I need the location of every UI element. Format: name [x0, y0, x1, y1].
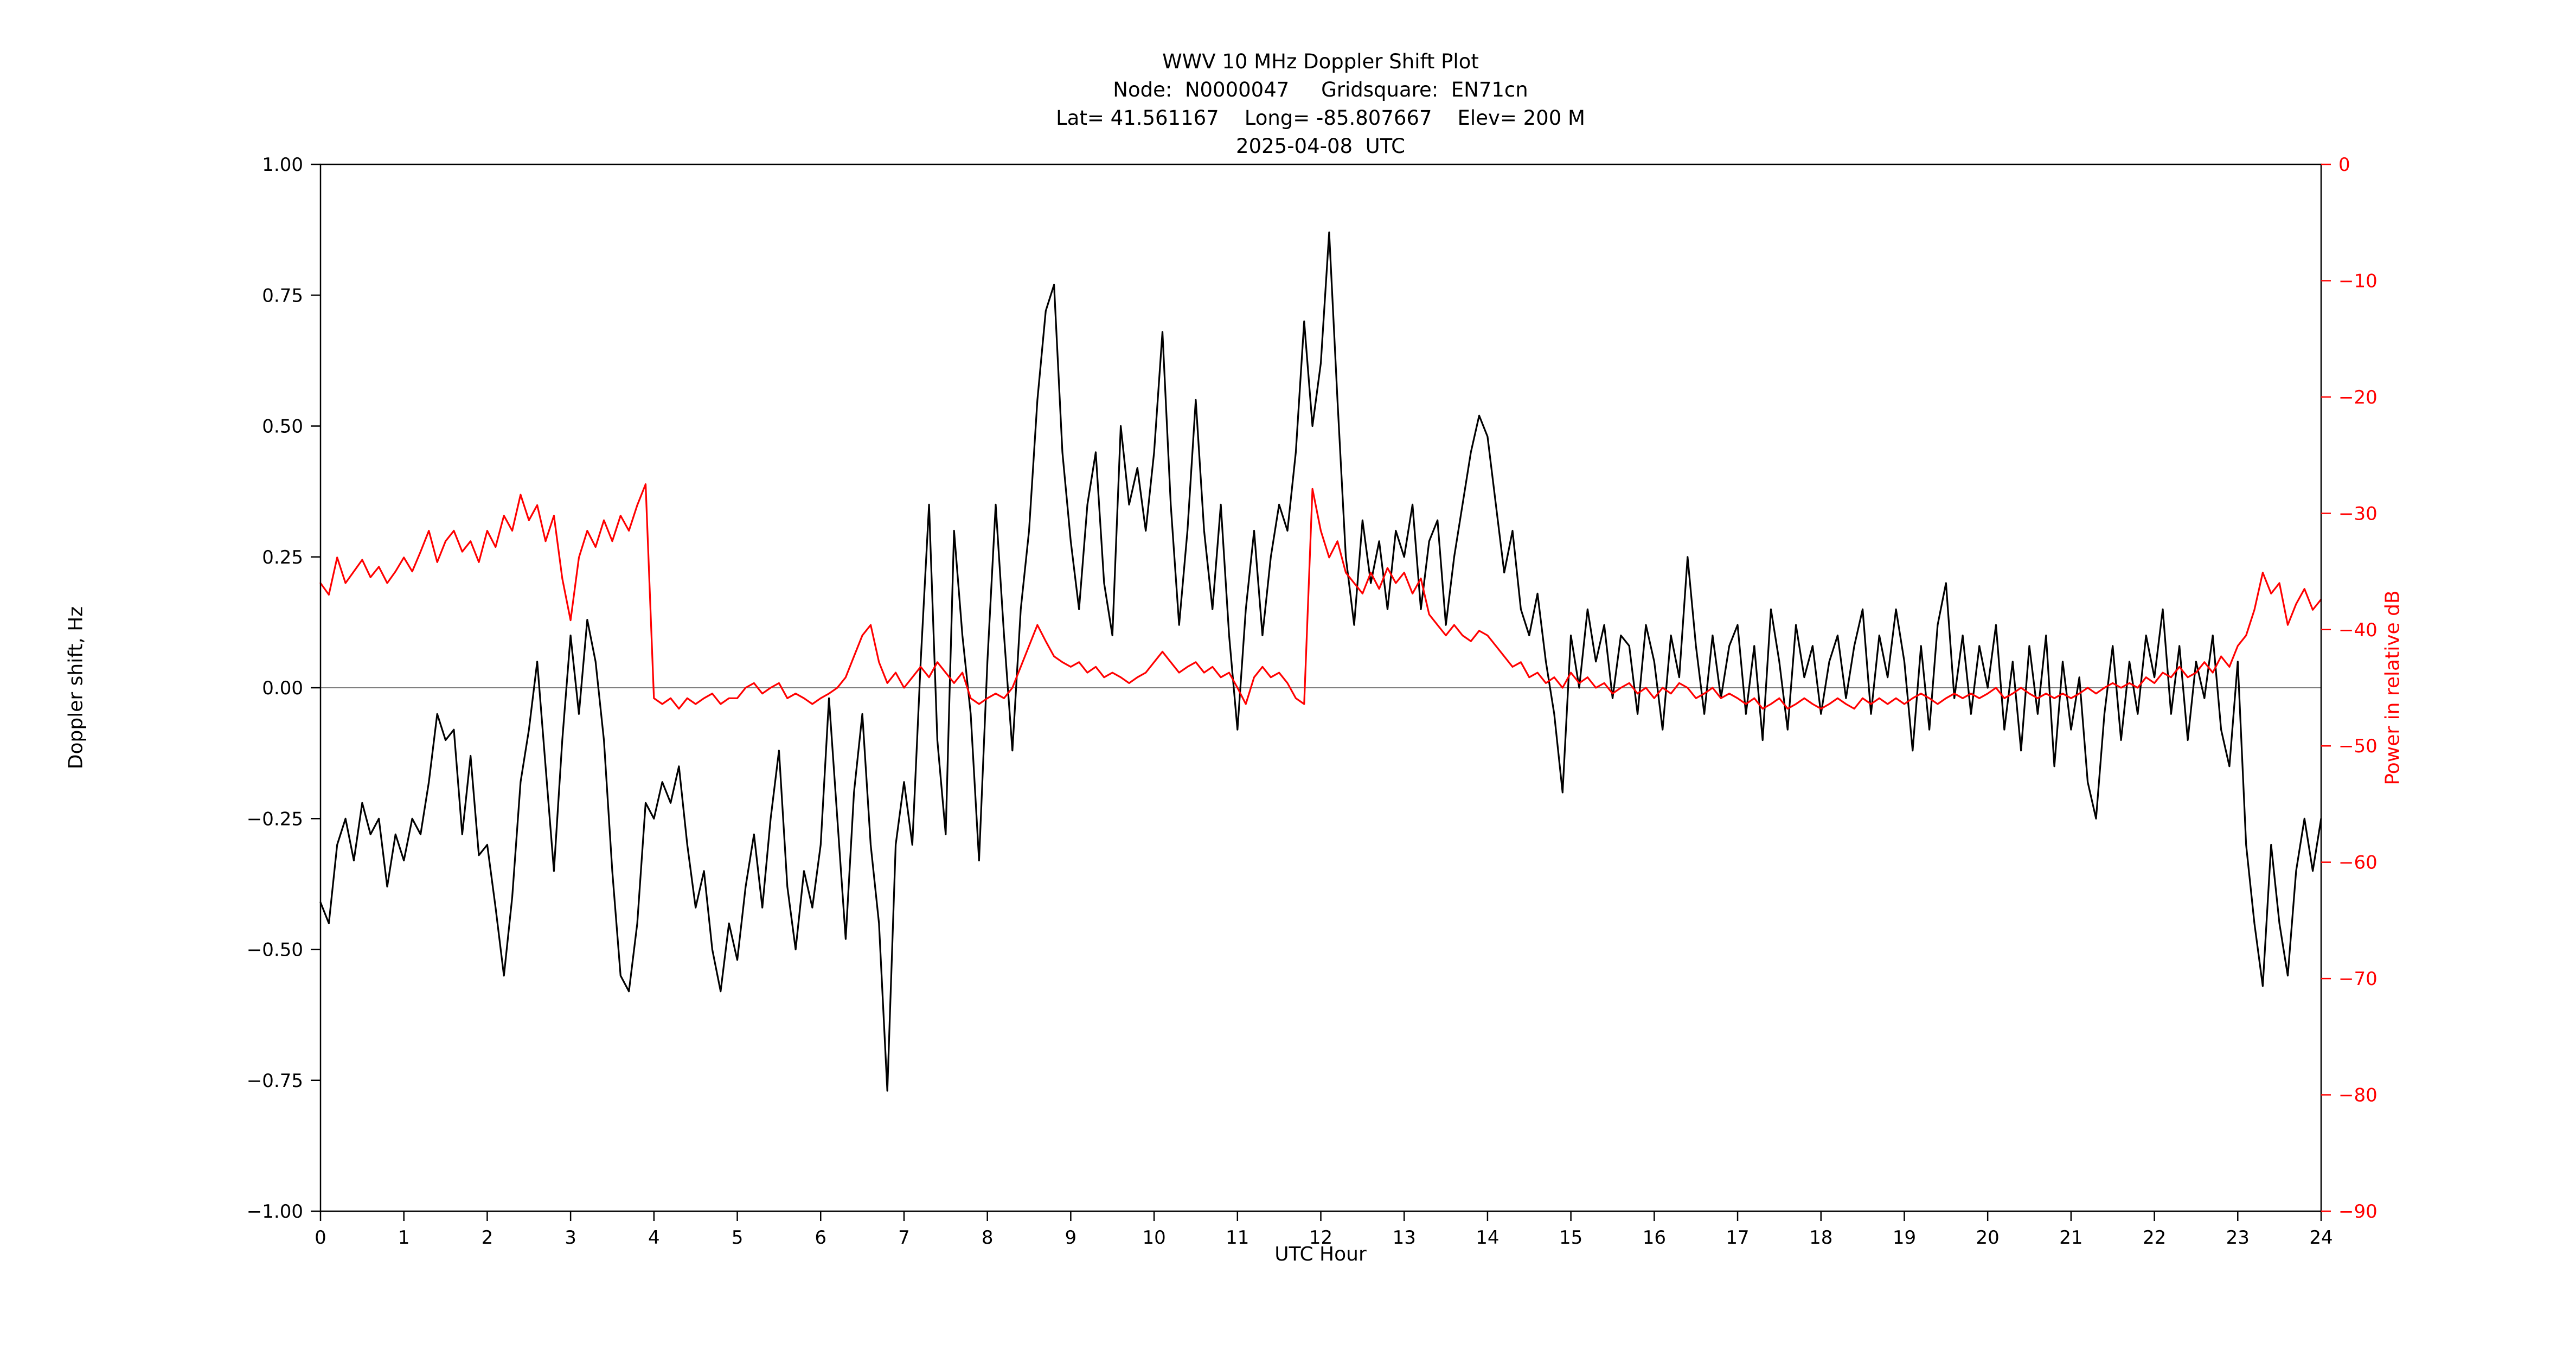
y-right-tick-label: −40: [2338, 619, 2378, 641]
y-right-tick-label: −50: [2338, 735, 2378, 757]
x-tick-label: 23: [2226, 1227, 2250, 1249]
x-axis-label: UTC Hour: [1274, 1243, 1367, 1265]
x-tick-label: 22: [2143, 1227, 2166, 1249]
y-right-tick-label: −20: [2338, 387, 2378, 408]
y-left-tick-label: 0.25: [262, 547, 303, 568]
x-tick-label: 24: [2309, 1227, 2333, 1249]
x-tick-label: 6: [815, 1227, 826, 1249]
x-tick-label: 2: [482, 1227, 494, 1249]
doppler-series-line: [319, 231, 2322, 1092]
x-tick-label: 4: [648, 1227, 660, 1249]
chart-title-line-3: Lat= 41.561167 Long= -85.807667 Elev= 20…: [1056, 106, 1585, 130]
x-tick-label: 15: [1559, 1227, 1582, 1249]
y-right-tick-label: −60: [2338, 852, 2378, 874]
y-right-tick-label: 0: [2338, 154, 2350, 176]
x-tick-label: 8: [982, 1227, 994, 1249]
x-tick-label: 12: [1309, 1227, 1332, 1249]
x-tick-label: 5: [732, 1227, 744, 1249]
y-right-tick-label: −10: [2338, 270, 2378, 292]
y-right-tick-label: −80: [2338, 1085, 2378, 1106]
x-tick-label: 7: [898, 1227, 910, 1249]
x-tick-label: 18: [1809, 1227, 1832, 1249]
x-tick-label: 21: [2059, 1227, 2082, 1249]
y-left-tick-label: −0.75: [247, 1070, 303, 1092]
x-tick-label: 14: [1476, 1227, 1499, 1249]
x-tick-label: 13: [1393, 1227, 1416, 1249]
y-right-tick-label: −30: [2338, 503, 2378, 525]
chart-title-line-2: Node: N0000047 Gridsquare: EN71cn: [1113, 78, 1528, 101]
y-left-tick-label: −1.00: [247, 1201, 303, 1223]
x-tick-label: 0: [315, 1227, 326, 1249]
y-left-tick-label: 0.50: [262, 416, 303, 438]
x-tick-label: 19: [1893, 1227, 1916, 1249]
power-series-line: [319, 483, 2322, 710]
y-left-tick-label: 0.75: [262, 285, 303, 306]
y-left-tick-label: −0.50: [247, 939, 303, 961]
y-left-tick-label: 0.00: [262, 677, 303, 699]
y-left-tick-label: −0.25: [247, 808, 303, 830]
chart-title-line-4: 2025-04-08 UTC: [1236, 135, 1405, 158]
chart-title-line-1: WWV 10 MHz Doppler Shift Plot: [1162, 50, 1479, 73]
x-tick-label: 11: [1226, 1227, 1249, 1249]
x-tick-label: 20: [1976, 1227, 2000, 1249]
x-tick-label: 10: [1142, 1227, 1165, 1249]
x-tick-label: 1: [398, 1227, 410, 1249]
x-tick-label: 16: [1643, 1227, 1666, 1249]
y-left-tick-label: 1.00: [262, 154, 303, 176]
x-tick-label: 9: [1065, 1227, 1077, 1249]
x-tick-label: 3: [565, 1227, 576, 1249]
chart-title-block: WWV 10 MHz Doppler Shift Plot Node: N000…: [778, 48, 1863, 161]
x-tick-label: 17: [1726, 1227, 1749, 1249]
y-right-tick-label: −90: [2338, 1201, 2378, 1223]
y-right-tick-label: −70: [2338, 968, 2378, 990]
